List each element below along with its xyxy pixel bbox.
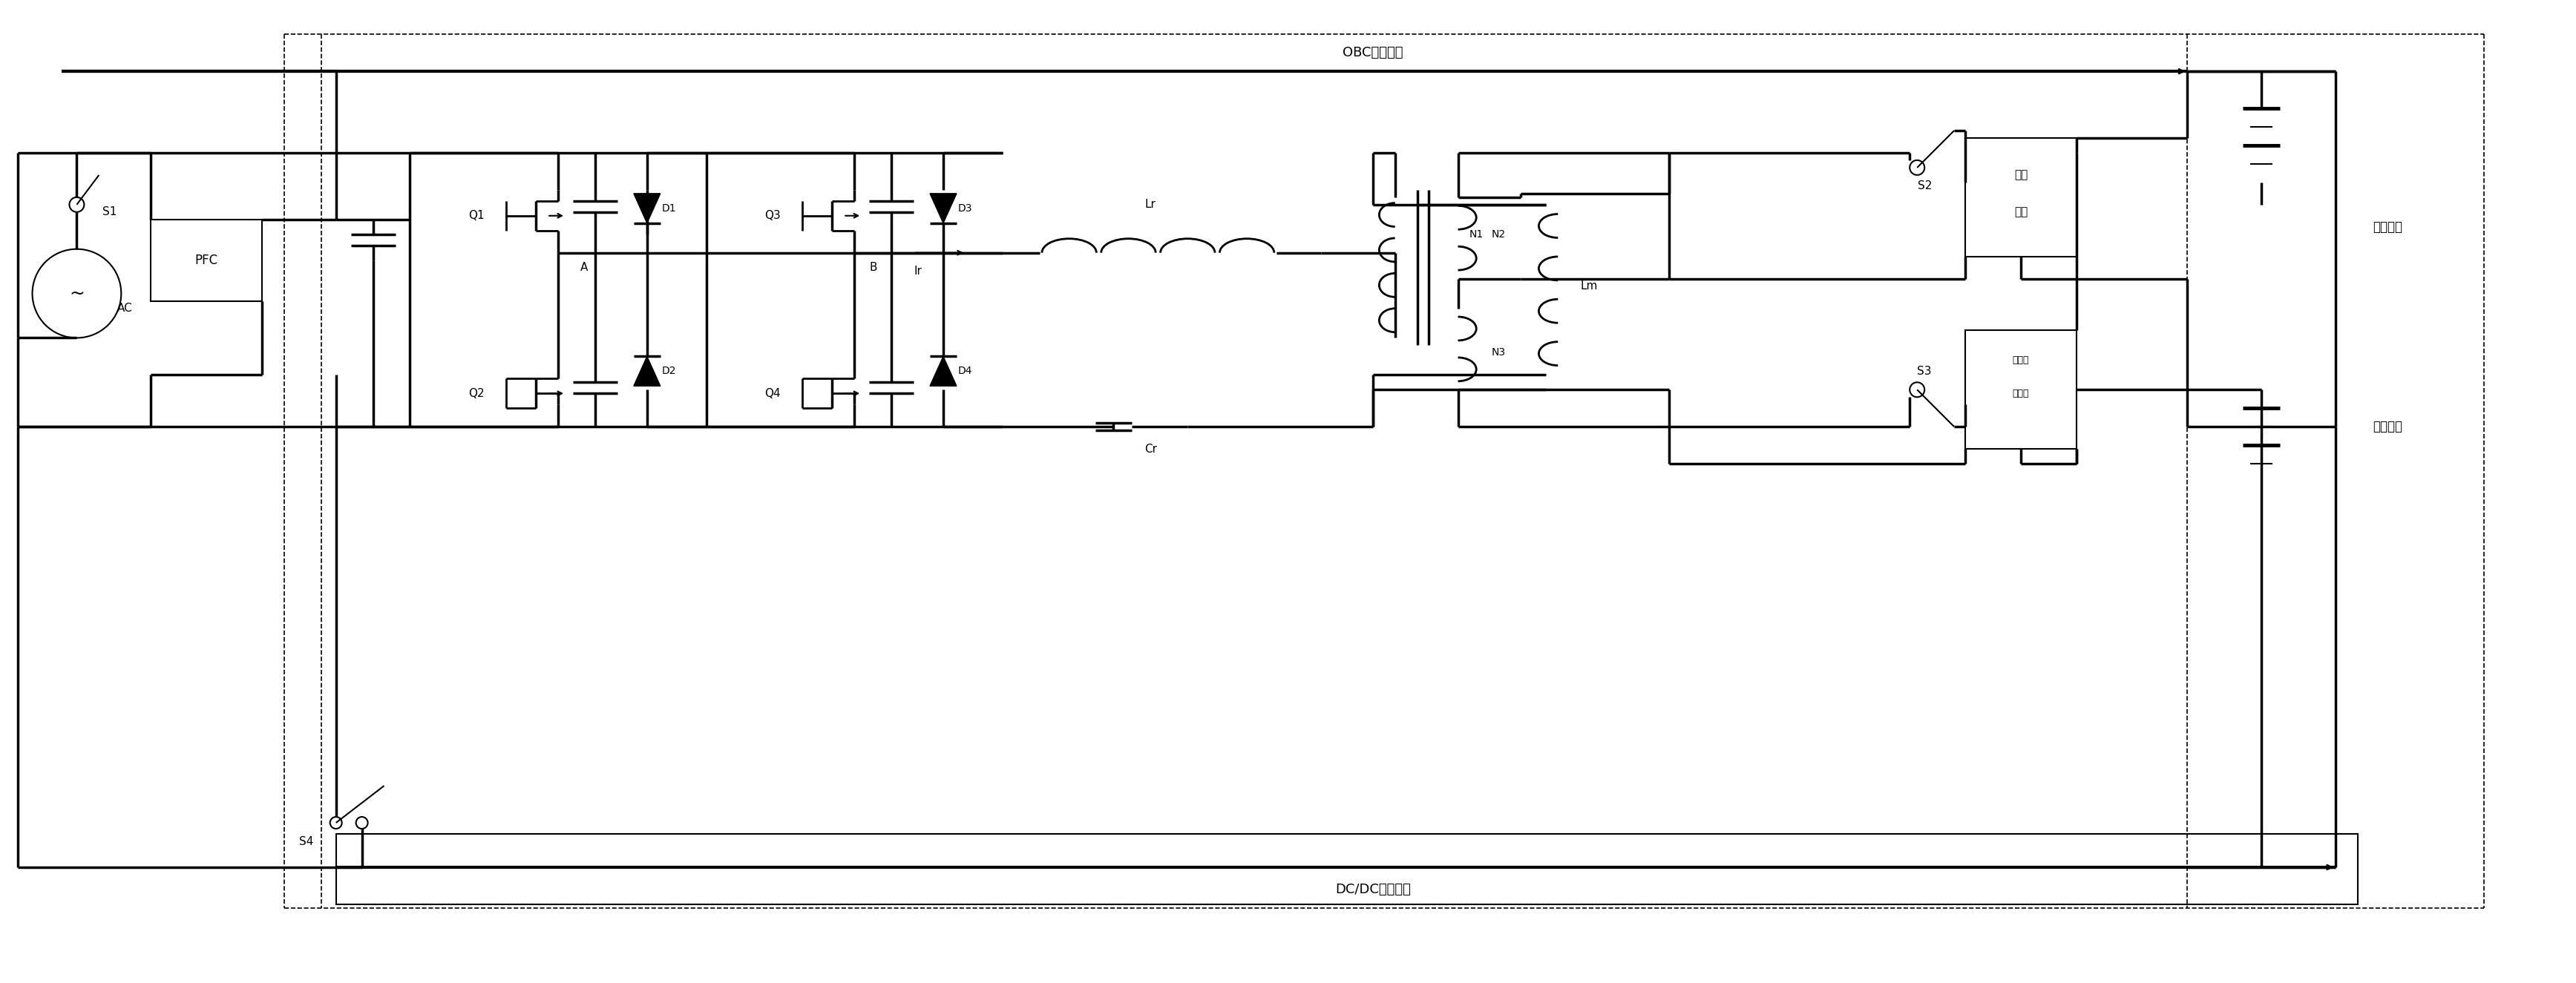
Text: ~: ~ xyxy=(70,284,85,303)
Polygon shape xyxy=(634,357,659,386)
Text: Q3: Q3 xyxy=(765,210,781,221)
Text: B: B xyxy=(868,262,876,273)
Bar xyxy=(1965,330,2076,449)
Text: PFC: PFC xyxy=(196,254,219,266)
Text: Q1: Q1 xyxy=(469,210,484,221)
Text: DC/DC功率回路: DC/DC功率回路 xyxy=(1334,883,1412,896)
Text: 辅助电池: 辅助电池 xyxy=(2372,420,2403,434)
Text: Lm: Lm xyxy=(1579,280,1597,292)
Text: S4: S4 xyxy=(299,836,314,847)
Text: N1: N1 xyxy=(1468,229,1484,240)
Text: N3: N3 xyxy=(1492,348,1504,358)
Text: A: A xyxy=(580,262,587,273)
Text: Lr: Lr xyxy=(1146,199,1157,210)
Bar xyxy=(1965,138,2076,257)
Text: Ir: Ir xyxy=(914,265,922,277)
Text: OBC功率回路: OBC功率回路 xyxy=(1342,46,1404,60)
Text: N2: N2 xyxy=(1492,229,1504,240)
Text: 自驱同: 自驱同 xyxy=(2012,355,2030,365)
Text: S3: S3 xyxy=(1917,366,1932,376)
Text: 动力电池: 动力电池 xyxy=(2372,220,2403,234)
Text: D2: D2 xyxy=(662,366,677,376)
Text: D3: D3 xyxy=(958,203,974,213)
Text: Q2: Q2 xyxy=(469,388,484,399)
Text: Q4: Q4 xyxy=(765,388,781,399)
Text: AC: AC xyxy=(118,303,134,314)
Polygon shape xyxy=(930,357,956,386)
Text: 整流: 整流 xyxy=(2014,206,2027,217)
Text: 步整流: 步整流 xyxy=(2012,388,2030,398)
Bar xyxy=(152,219,263,301)
Polygon shape xyxy=(930,194,956,223)
Text: 全桥: 全桥 xyxy=(2014,169,2027,181)
Text: D1: D1 xyxy=(662,203,677,213)
Text: D4: D4 xyxy=(958,366,974,376)
Text: S2: S2 xyxy=(1917,181,1932,192)
Polygon shape xyxy=(634,194,659,223)
Text: S1: S1 xyxy=(103,206,116,217)
Text: Cr: Cr xyxy=(1144,443,1157,454)
Bar xyxy=(335,834,2357,904)
